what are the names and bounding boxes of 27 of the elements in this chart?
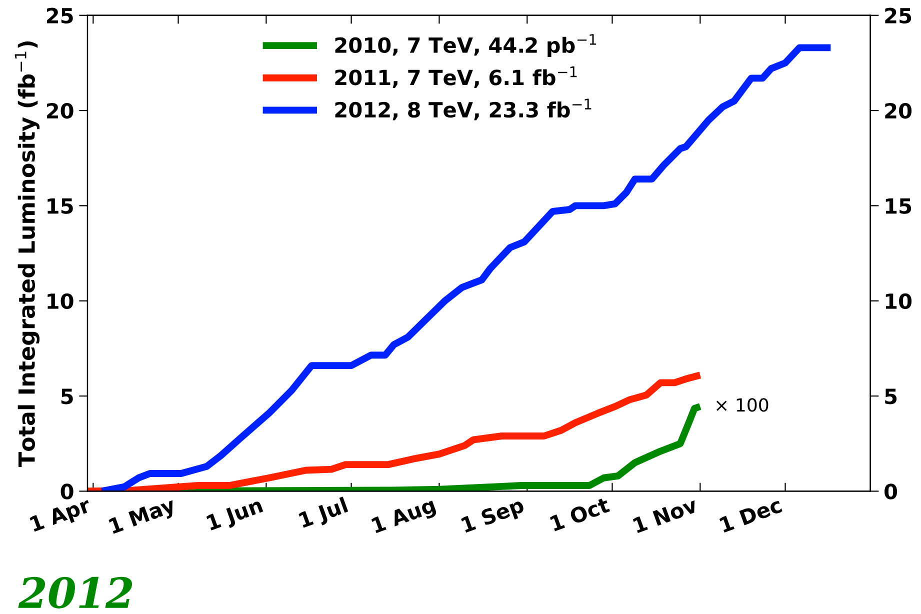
y-tick-label: 25 <box>46 8 73 24</box>
text: 2012 <box>18 576 132 608</box>
y-tick-label: 10 <box>48 293 74 310</box>
y2-tick-label: 5 <box>885 388 897 404</box>
x-tick-label: 1 May <box>108 496 178 538</box>
y2-tick-label: 25 <box>885 8 912 24</box>
y-tick-label: 15 <box>48 198 73 214</box>
x-tick-label: 1 Jun <box>206 497 265 534</box>
x-tick-label: 1 Apr <box>29 500 92 532</box>
legend-label: 2010, 7 TeV, 44.2 pb$^{−1}$ <box>335 34 596 58</box>
annotation: × 100 <box>716 398 768 412</box>
y2-tick-label: 15 <box>886 198 912 214</box>
x-tick-label: 1 Sep <box>460 496 526 537</box>
y-axis-title: Total Integrated Luminosity (fb$^{−1}$) <box>14 41 40 467</box>
x-tick-label: 1 Oct <box>550 496 610 532</box>
y-tick-label: 0 <box>60 484 74 500</box>
x-tick-label: 1 Dec <box>719 497 783 533</box>
x-tick-label: 1 Aug <box>371 497 438 538</box>
y-tick-label: 20 <box>46 102 74 119</box>
y2-tick-label: 0 <box>884 484 898 500</box>
y-tick-label: 5 <box>61 388 73 404</box>
x-tick-label: 1 Jul <box>298 496 350 532</box>
legend-label: 2011, 7 TeV, 6.1 fb$^{−1}$ <box>335 66 577 88</box>
x-tick-label: 1 Nov <box>632 496 698 534</box>
y2-tick-label: 10 <box>886 293 912 310</box>
y2-tick-label: 20 <box>885 102 912 119</box>
legend-label: 2012, 8 TeV, 23.3 fb$^{−1}$ <box>335 98 592 120</box>
